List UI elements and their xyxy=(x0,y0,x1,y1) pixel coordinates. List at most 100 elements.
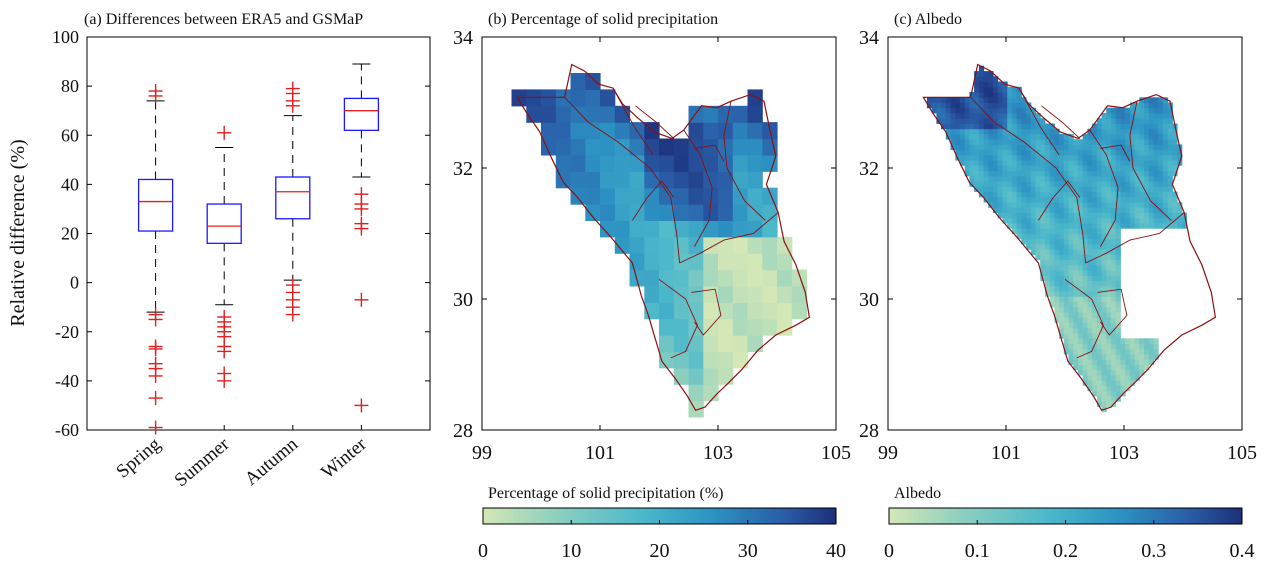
albedo-cell xyxy=(1115,223,1121,229)
albedo-cell xyxy=(1153,123,1159,130)
albedo-cell xyxy=(988,181,994,187)
albedo-cell xyxy=(1125,165,1131,172)
albedo-cell xyxy=(1011,92,1018,98)
albedo-cell xyxy=(1049,181,1055,187)
precip-cell xyxy=(659,318,675,336)
albedo-cell xyxy=(1111,348,1117,355)
albedo-cell xyxy=(1148,207,1154,213)
albedo-cell xyxy=(1144,165,1150,172)
albedo-cell xyxy=(1101,165,1107,172)
albedo-cell xyxy=(1049,270,1055,276)
albedo-cell xyxy=(1096,343,1103,350)
albedo-cell xyxy=(1078,348,1084,355)
albedo-cell xyxy=(945,102,951,109)
albedo-cell xyxy=(1129,196,1136,203)
albedo-cell xyxy=(941,118,947,124)
albedo-cell xyxy=(1144,338,1150,344)
albedo-cell xyxy=(1087,228,1093,234)
albedo-cell xyxy=(1096,207,1103,213)
albedo-cell xyxy=(1059,285,1065,292)
albedo-cell xyxy=(1144,139,1150,145)
albedo-cell xyxy=(1054,181,1060,187)
albedo-cell xyxy=(1078,212,1084,219)
albedo-cell xyxy=(941,113,947,119)
albedo-cell xyxy=(1011,170,1018,177)
albedo-cell xyxy=(1111,333,1117,339)
albedo-cell xyxy=(1134,123,1140,130)
albedo-cell xyxy=(1115,264,1121,271)
albedo-cell xyxy=(1021,123,1027,130)
precip-cell xyxy=(718,269,734,287)
albedo-cell xyxy=(1111,390,1117,397)
albedo-cell xyxy=(1096,191,1103,198)
albedo-cell xyxy=(1101,249,1107,255)
albedo-cell xyxy=(1134,217,1140,224)
precip-cell xyxy=(673,285,690,303)
albedo-cell xyxy=(1125,369,1131,376)
albedo-cell xyxy=(1101,118,1107,124)
albedo-cell xyxy=(1044,175,1051,182)
albedo-cell xyxy=(1087,317,1093,323)
albedo-cell xyxy=(1129,375,1136,381)
albedo-cell xyxy=(1125,123,1131,130)
albedo-cell xyxy=(993,202,999,208)
albedo-cell xyxy=(983,170,989,177)
albedo-cell xyxy=(1063,233,1069,240)
albedo-cell xyxy=(1172,202,1178,208)
albedo-cell xyxy=(1087,191,1093,198)
albedo-cell xyxy=(1026,191,1032,198)
albedo-cell xyxy=(1129,348,1136,355)
albedo-cell xyxy=(1002,154,1008,161)
panel-b-colorbar-label: Percentage of solid precipitation (%) xyxy=(488,485,723,502)
albedo-cell xyxy=(1158,144,1164,151)
albedo-cell xyxy=(974,118,980,124)
precip-cell xyxy=(673,154,690,172)
albedo-cell xyxy=(1063,133,1069,140)
x-tick-label: 101 xyxy=(991,442,1021,464)
albedo-cell xyxy=(1082,223,1088,229)
panel-a-x-ticks: Spring Summer Autumn Winter xyxy=(112,425,371,491)
albedo-cell xyxy=(1049,123,1055,130)
albedo-cell xyxy=(988,76,994,82)
albedo-cell xyxy=(1078,322,1084,329)
precip-cell xyxy=(629,171,645,189)
precip-cell xyxy=(762,302,778,320)
albedo-cell xyxy=(974,186,980,192)
albedo-cell xyxy=(1087,244,1093,250)
albedo-cell xyxy=(1096,254,1103,261)
precip-cell xyxy=(600,89,616,107)
albedo-cell xyxy=(1096,196,1103,203)
albedo-cell xyxy=(1101,291,1107,297)
albedo-cell xyxy=(1073,202,1079,208)
albedo-cell xyxy=(1040,228,1046,234)
albedo-cell xyxy=(1162,160,1169,166)
albedo-cell xyxy=(1162,186,1169,192)
albedo-cell xyxy=(969,128,975,135)
albedo-cell xyxy=(1092,202,1098,208)
albedo-cell xyxy=(1092,380,1098,386)
albedo-cell xyxy=(1007,170,1013,177)
albedo-cell xyxy=(993,160,999,166)
albedo-cell xyxy=(936,102,942,109)
albedo-cell xyxy=(1082,149,1088,156)
albedo-cell xyxy=(969,181,975,187)
albedo-cell xyxy=(993,97,999,103)
albedo-cell xyxy=(964,102,970,109)
y-tick-label: 30 xyxy=(453,289,473,311)
albedo-cell xyxy=(1167,160,1173,166)
albedo-cell xyxy=(1082,359,1088,365)
albedo-cell xyxy=(1106,291,1112,297)
albedo-cell xyxy=(1054,212,1060,219)
albedo-cell xyxy=(997,207,1003,213)
outlier-point xyxy=(285,98,300,113)
albedo-cell xyxy=(1120,217,1126,224)
precip-cell xyxy=(732,171,749,189)
albedo-cell xyxy=(1011,97,1018,103)
albedo-cell xyxy=(1016,92,1022,98)
precip-cell xyxy=(762,187,778,205)
albedo-cell xyxy=(1011,144,1018,151)
albedo-cell xyxy=(1011,165,1018,172)
precip-cell xyxy=(629,269,645,287)
albedo-cell xyxy=(1082,285,1088,292)
albedo-cell xyxy=(1129,165,1136,172)
